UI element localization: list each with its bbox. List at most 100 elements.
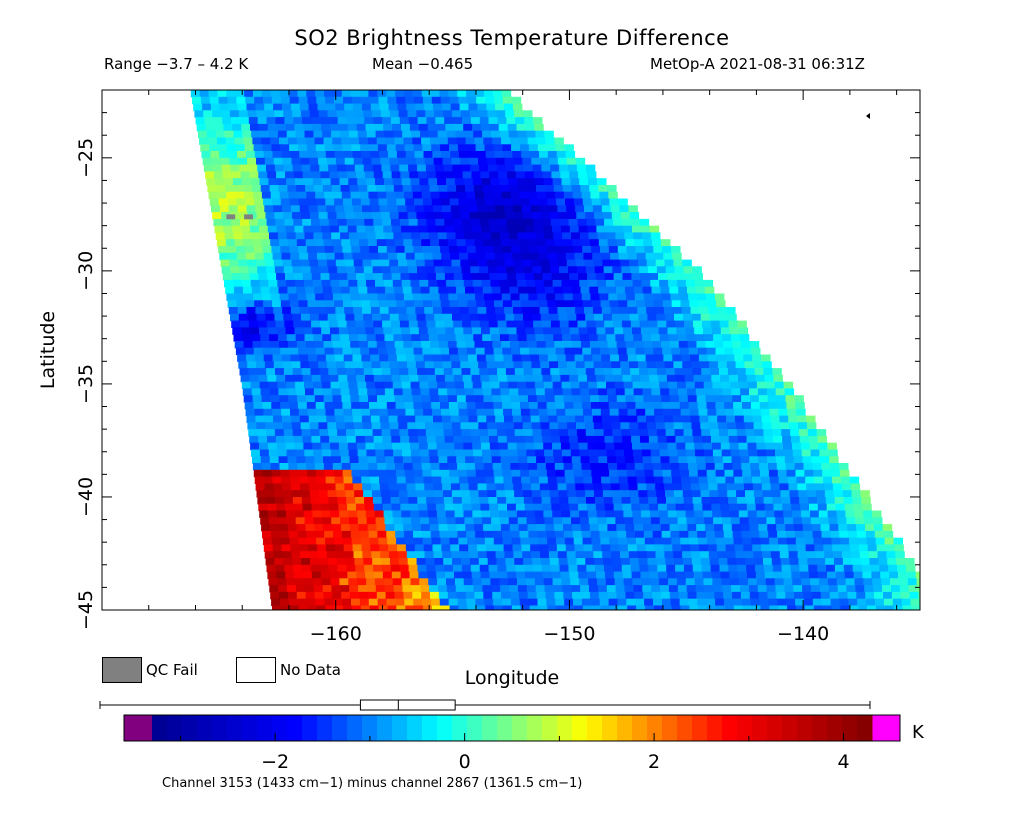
heatmap-cell [438, 456, 448, 464]
heatmap-cell [605, 510, 616, 518]
heatmap-cell [388, 612, 398, 619]
heatmap-cell [474, 591, 484, 600]
heatmap-cell [759, 530, 769, 539]
heatmap-cell [240, 117, 250, 125]
heatmap-cell [392, 123, 402, 132]
heatmap-cell [507, 503, 517, 512]
heatmap-cell [532, 497, 543, 505]
heatmap-cell [655, 415, 665, 423]
heatmap-cell [446, 178, 456, 186]
heatmap-cell [250, 279, 261, 288]
heatmap-cell [685, 510, 695, 518]
heatmap-cell [305, 388, 315, 396]
heatmap-cell [816, 490, 826, 498]
heatmap-cell [712, 449, 723, 457]
heatmap-cell [887, 558, 897, 566]
heatmap-cell [326, 415, 336, 423]
heatmap-cell [504, 483, 514, 491]
heatmap-cell [610, 544, 620, 552]
heatmap-cell [518, 239, 529, 247]
heatmap-cell [567, 422, 577, 430]
heatmap-cell [234, 185, 244, 193]
heatmap-cell [290, 544, 300, 552]
heatmap-cell [362, 259, 373, 267]
heatmap-cell [281, 354, 291, 362]
heatmap-cell [331, 388, 342, 396]
heatmap-cell [288, 191, 298, 200]
heatmap-cell [457, 191, 467, 200]
heatmap-cell [257, 266, 267, 274]
heatmap-cell [554, 395, 565, 403]
heatmap-cell [577, 320, 587, 328]
heatmap-cell [431, 605, 442, 610]
heatmap-cell [356, 123, 367, 132]
heatmap-cell [297, 463, 307, 471]
heatmap-cell [281, 252, 291, 261]
heatmap-cell [354, 422, 364, 430]
heatmap-cell [668, 334, 679, 342]
heatmap-cell [341, 90, 352, 98]
heatmap-cell [221, 110, 231, 118]
heatmap-cell [273, 103, 283, 111]
heatmap-cell [475, 347, 486, 356]
heatmap-cell [388, 544, 398, 552]
heatmap-cell [415, 157, 426, 166]
heatmap-cell [399, 164, 409, 172]
heatmap-cell [549, 259, 559, 267]
heatmap-cell [656, 429, 667, 437]
heatmap-cell [490, 510, 500, 518]
heatmap-cell [404, 598, 414, 607]
heatmap-cell [752, 483, 763, 491]
heatmap-cell [422, 402, 432, 410]
heatmap-cell [506, 435, 517, 444]
heatmap-cell [785, 463, 796, 471]
heatmap-cell [345, 490, 355, 498]
heatmap-cell [322, 517, 332, 525]
heatmap-cell [495, 483, 505, 491]
heatmap-cell [403, 524, 413, 532]
heatmap-cell [678, 524, 688, 532]
heatmap-cell [599, 395, 609, 403]
heatmap-cell [372, 266, 383, 274]
heatmap-cell [667, 571, 677, 579]
heatmap-cell [842, 490, 853, 498]
heatmap-cell [281, 544, 292, 552]
heatmap-cell [222, 171, 233, 179]
heatmap-cell [294, 442, 304, 451]
heatmap-cell [460, 490, 471, 498]
heatmap-cell [213, 117, 223, 125]
heatmap-cell [230, 266, 240, 274]
heatmap-cell [534, 279, 545, 288]
heatmap-cell [630, 368, 640, 376]
heatmap-cell [891, 591, 902, 600]
heatmap-cell [631, 435, 641, 444]
heatmap-cell [414, 151, 425, 159]
heatmap-cell [633, 585, 643, 593]
heatmap-cell [222, 218, 232, 227]
heatmap-cell [375, 279, 385, 288]
heatmap-cell [291, 551, 301, 559]
heatmap-cell [253, 293, 263, 301]
heatmap-cell [394, 456, 404, 464]
heatmap-cell [351, 246, 361, 254]
heatmap-cell [263, 198, 273, 206]
heatmap-cell [912, 619, 922, 626]
heatmap-cell [282, 205, 292, 213]
heatmap-cell [686, 517, 696, 525]
heatmap-cell [390, 564, 401, 573]
heatmap-cell [620, 361, 630, 369]
heatmap-cell [300, 361, 310, 369]
heatmap-cell [778, 476, 789, 484]
heatmap-cell [436, 374, 446, 383]
heatmap-cell [378, 96, 388, 105]
heatmap-cell [271, 144, 281, 152]
heatmap-cell [400, 503, 410, 512]
colorbar-segment [782, 715, 798, 741]
heatmap-cell [391, 571, 402, 579]
heatmap-cell [782, 435, 792, 444]
heatmap-cell [675, 320, 685, 328]
heatmap-cell [710, 564, 721, 573]
heatmap-cell [443, 313, 453, 322]
heatmap-cell [199, 90, 210, 98]
heatmap-cell [254, 151, 265, 159]
